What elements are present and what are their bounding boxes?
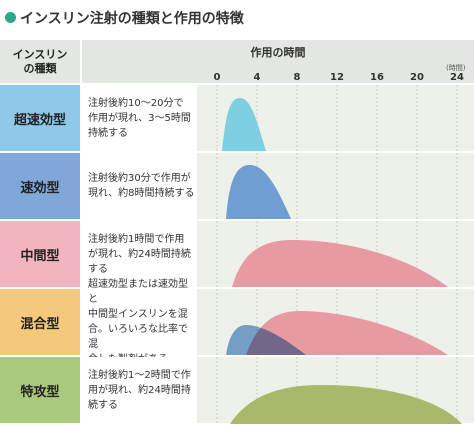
description-line: 用が現れ、約24時間持	[88, 384, 191, 396]
curve-long-acting	[230, 385, 462, 424]
description-line: 持続する	[88, 127, 128, 139]
description-line: 合。いろいろな比率で混	[88, 324, 188, 350]
description-line: 注射後約1～2時間で作	[88, 369, 191, 381]
tick-label: 4	[253, 72, 261, 83]
curve-rapid	[226, 165, 291, 219]
description-line: 現れ、約8時間持続する	[88, 188, 195, 199]
curve-mixed-intermediate	[246, 311, 448, 355]
tick-label: 20	[410, 72, 424, 83]
type-label: 混合型	[0, 289, 80, 355]
type-label: 超速効型	[0, 85, 80, 151]
type-label: 特攻型	[0, 357, 80, 423]
description-line: 続する	[88, 399, 118, 411]
curve-mixed-rapid	[226, 325, 306, 355]
time-header-label: 作用の時間	[250, 46, 306, 59]
tick-label: 8	[293, 72, 301, 83]
tick-label: 0	[213, 72, 221, 83]
description: 注射後約1時間で作用 が現れ、約24時間持続 する	[82, 221, 195, 287]
type-label: 速効型	[0, 153, 80, 219]
description-line: 注射後約30分で作用が	[88, 173, 191, 184]
description-line: 超速効型または速効型と	[88, 279, 188, 305]
description-line: 注射後約10～20分で	[88, 97, 184, 109]
description-line: する	[88, 263, 108, 275]
description: 注射後約30分で作用が 現れ、約8時間持続する	[82, 153, 195, 219]
tick-label: 24	[450, 72, 464, 83]
description: 注射後約10～20分で 作用が現れ、3～5時間 持続する	[82, 85, 195, 151]
unit-label: (時間)	[446, 64, 466, 72]
description-line: 注射後約1時間で作用	[88, 233, 185, 245]
tick-label: 12	[330, 72, 344, 83]
time-header	[82, 40, 474, 83]
title: インスリン注射の種類と作用の特徴	[20, 11, 244, 27]
tick-label: 16	[370, 72, 384, 83]
curve-ultra-rapid	[222, 98, 266, 151]
description-line: 中間型インスリンを混	[88, 309, 188, 320]
title-dot	[5, 12, 16, 23]
description-line: 作用が現れ、3～5時間	[88, 112, 191, 124]
type-header: インスリン の種類	[0, 40, 80, 83]
description-line: が現れ、約24時間持続	[88, 248, 191, 260]
description: 注射後約1～2時間で作 用が現れ、約24時間持 続する	[82, 357, 195, 423]
type-label: 中間型	[0, 221, 80, 287]
curve-intermediate	[232, 240, 448, 287]
